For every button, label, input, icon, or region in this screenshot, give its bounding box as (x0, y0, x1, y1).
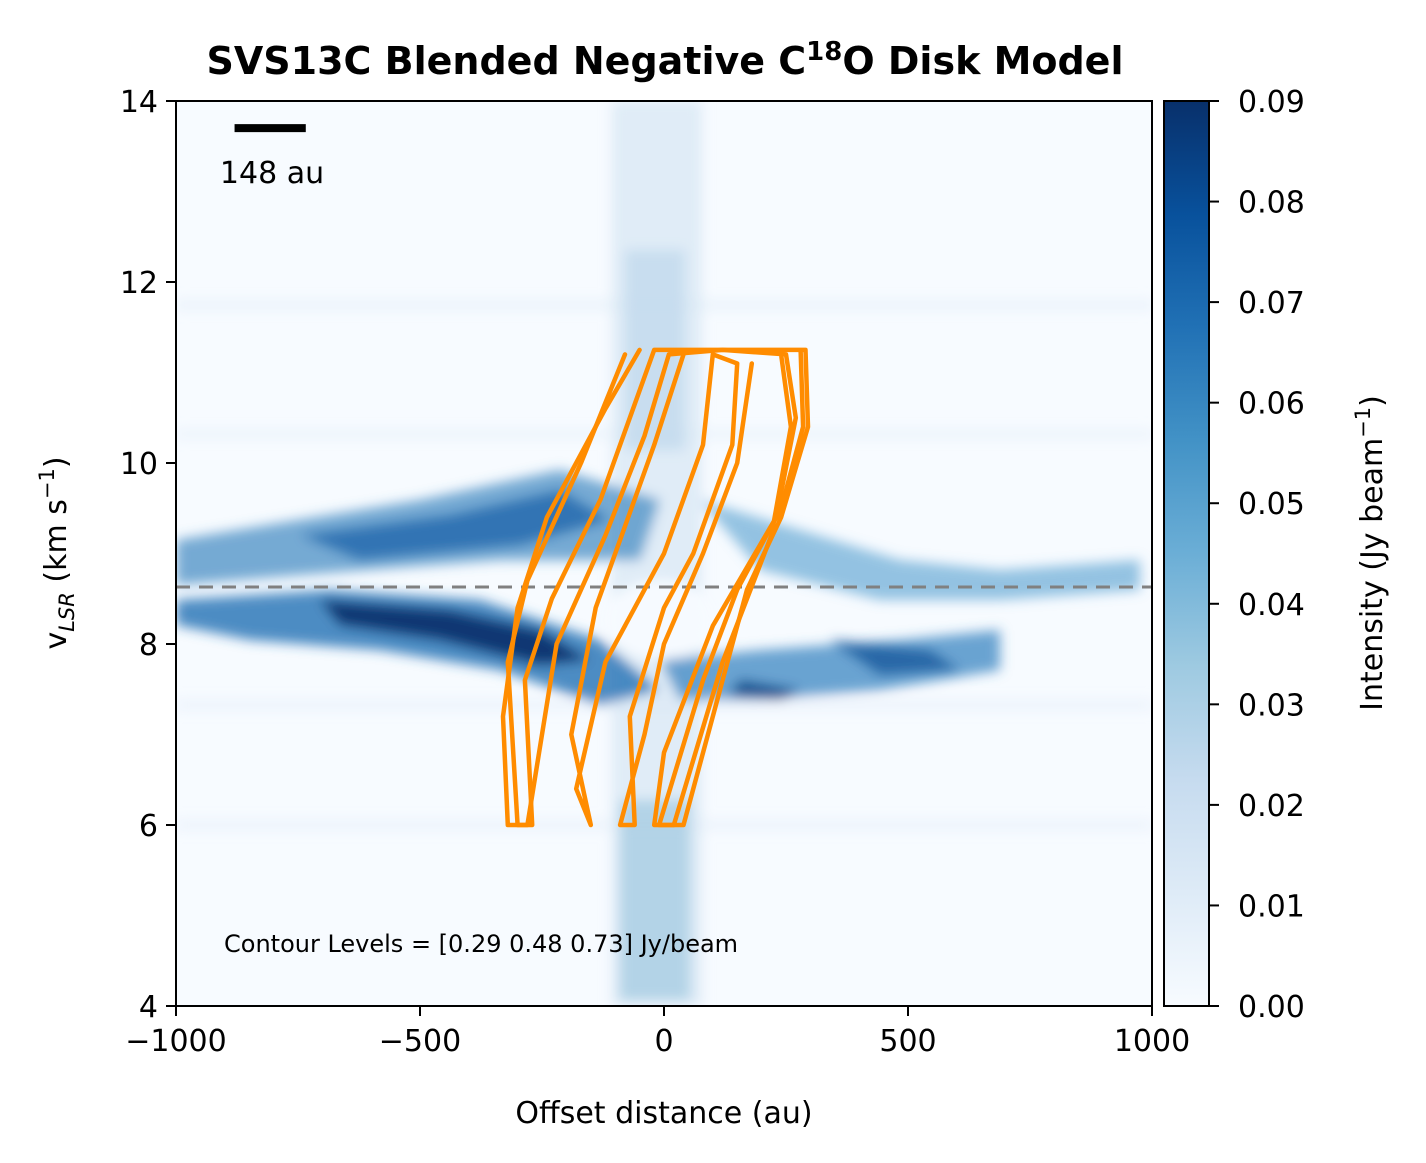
colorbar-tick-label: 0.03 (1238, 688, 1305, 723)
y-tick-label: 12 (120, 266, 158, 301)
heatmap-emission (176, 101, 1152, 1006)
colorbar-tick-label: 0.05 (1238, 487, 1305, 522)
colorbar-tick-label: 0.09 (1238, 85, 1305, 120)
x-axis: −1000 −500 0 500 1000 (125, 1006, 1190, 1059)
contour-group (500, 347, 811, 828)
x-tick-label: 500 (879, 1024, 936, 1059)
colorbar-tick-label: 0.04 (1238, 588, 1305, 623)
contour-line (569, 352, 755, 828)
chart-title: SVS13C Blended Negative C18O Disk Model (207, 37, 1124, 83)
scale-bar-label: 148 au (220, 156, 324, 191)
x-axis-title: Offset distance (au) (515, 1096, 812, 1131)
contour-line (500, 347, 811, 828)
contour-line (505, 347, 799, 828)
y-tick-label: 4 (139, 990, 158, 1025)
colorbar-tick-label: 0.00 (1238, 990, 1305, 1025)
x-tick-label: 1000 (1114, 1024, 1190, 1059)
y-axis-title: vLSR (km s−1) (35, 456, 79, 649)
y-tick-label: 10 (120, 447, 158, 482)
colorbar-tick-label: 0.01 (1238, 889, 1305, 924)
colorbar-axis: 0.00 0.01 0.02 0.03 0.04 0.05 0.06 0.07 0.08 0.09 (1209, 85, 1305, 1025)
y-tick-label: 8 (139, 628, 158, 663)
colorbar-title: Intensity (Jy beam−1) (1351, 395, 1390, 711)
colorbar (1163, 100, 1210, 1007)
colorbar-tick-label: 0.06 (1238, 387, 1305, 422)
colorbar-tick-label: 0.08 (1238, 186, 1305, 221)
y-tick-label: 14 (120, 85, 158, 120)
x-tick-label: −500 (379, 1024, 461, 1059)
x-tick-label: 0 (654, 1024, 673, 1059)
colorbar-tick-label: 0.02 (1238, 789, 1305, 824)
y-axis: 4 6 8 10 12 14 (120, 85, 176, 1025)
x-tick-label: −1000 (125, 1024, 226, 1059)
y-tick-label: 6 (139, 809, 158, 844)
contour-levels-annotation: Contour Levels = [0.29 0.48 0.73] Jy/bea… (224, 930, 738, 958)
colorbar-tick-label: 0.07 (1238, 286, 1305, 321)
